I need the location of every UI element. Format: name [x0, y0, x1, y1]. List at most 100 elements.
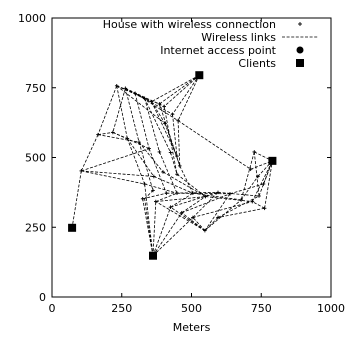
- house-point: [123, 86, 128, 91]
- house-point: [216, 190, 220, 195]
- wireless-link: [170, 192, 194, 208]
- client-marker: [268, 156, 277, 165]
- house-point: [203, 194, 208, 199]
- house-point: [176, 118, 180, 123]
- house-point: [191, 215, 195, 220]
- wireless-link: [142, 192, 167, 200]
- wireless-link: [179, 165, 194, 194]
- legend-label: House with wireless connection: [103, 18, 276, 31]
- wireless-link: [176, 192, 231, 195]
- wireless-link: [152, 201, 157, 256]
- wireless-link: [159, 151, 178, 194]
- legend-label: Wireless links: [201, 31, 276, 44]
- house-point: [228, 191, 232, 196]
- wireless-link: [177, 120, 181, 166]
- x-tick-label: 250: [111, 302, 132, 315]
- wireless-link: [152, 212, 183, 256]
- house-point: [140, 196, 145, 201]
- wireless-link: [181, 212, 206, 231]
- x-axis-title: Meters: [173, 321, 211, 334]
- y-tick-label: 500: [25, 152, 46, 165]
- plot-frame: [51, 17, 332, 298]
- wireless-link: [162, 171, 206, 197]
- house-point: [142, 182, 147, 186]
- house-point: [162, 104, 166, 109]
- legend-entry: Clients: [238, 57, 304, 70]
- wireless-link: [163, 74, 200, 107]
- wireless-link: [116, 85, 166, 124]
- y-tick-label: 1000: [18, 12, 46, 25]
- legend-plus-symbol: [298, 22, 302, 26]
- house-point: [152, 174, 156, 179]
- wireless-link: [151, 101, 178, 157]
- wireless-link: [155, 192, 178, 202]
- wireless-link: [124, 88, 140, 143]
- wireless-link: [240, 176, 259, 201]
- wireless-link: [192, 217, 206, 231]
- house-point: [262, 206, 267, 211]
- house-point: [79, 169, 84, 173]
- house-point: [179, 210, 184, 215]
- wireless-link: [192, 192, 242, 201]
- client-marker: [148, 251, 157, 260]
- wireless-link: [151, 101, 166, 124]
- wireless-link: [125, 87, 165, 107]
- wireless-link: [155, 201, 206, 231]
- house-point: [163, 121, 167, 126]
- house-point: [96, 132, 100, 137]
- wireless-link: [252, 201, 265, 209]
- y-tick-label: 0: [39, 291, 46, 304]
- wireless-link: [134, 92, 173, 115]
- legend-circle-symbol: [296, 46, 304, 54]
- wireless-link: [148, 148, 167, 194]
- wireless-link: [138, 141, 164, 173]
- y-tick-label: 250: [25, 221, 46, 234]
- wireless-link: [112, 88, 126, 133]
- house-point: [147, 146, 151, 151]
- wireless-link: [172, 74, 200, 115]
- house-point: [168, 205, 173, 209]
- wireless-link: [217, 195, 260, 218]
- wireless-link: [204, 193, 231, 231]
- wireless-link: [155, 196, 206, 202]
- wireless-link: [159, 74, 200, 105]
- wireless-links-layer: [71, 74, 273, 256]
- legend-label: Clients: [238, 57, 276, 70]
- house-point: [151, 188, 155, 193]
- wireless-link: [181, 196, 206, 214]
- wireless-link: [240, 151, 255, 201]
- house-point: [175, 191, 179, 196]
- house-point: [175, 172, 179, 177]
- wireless-link: [144, 98, 171, 153]
- axis-ticks: 00 250 250 500 500 750 750 1000 1000: [18, 12, 345, 315]
- house-point: [161, 170, 165, 174]
- wireless-link: [138, 142, 154, 191]
- house-point: [153, 199, 158, 204]
- house-point: [164, 191, 169, 196]
- legend-entry: Internet access point: [160, 44, 304, 57]
- wireless-link: [97, 85, 118, 135]
- wireless-link: [177, 120, 251, 170]
- wireless-link: [144, 198, 154, 256]
- wireless-link: [192, 192, 219, 218]
- house-point: [142, 96, 147, 101]
- house-point: [252, 150, 257, 154]
- x-tick-label: 750: [251, 302, 272, 315]
- wireless-link: [97, 134, 140, 143]
- house-point: [157, 102, 162, 106]
- wireless-link: [142, 198, 154, 256]
- wireless-link: [181, 193, 231, 214]
- house-point: [133, 91, 137, 96]
- house-point: [248, 167, 253, 172]
- house-point: [177, 164, 182, 168]
- wireless-link: [172, 114, 178, 157]
- house-point: [125, 136, 130, 141]
- wireless-link: [144, 190, 154, 200]
- wireless-link: [217, 207, 265, 218]
- wireless-link: [144, 98, 160, 153]
- house-point: [239, 198, 243, 202]
- wireless-link: [192, 201, 253, 218]
- x-tick-label: 1000: [317, 302, 345, 315]
- house-point: [170, 112, 175, 117]
